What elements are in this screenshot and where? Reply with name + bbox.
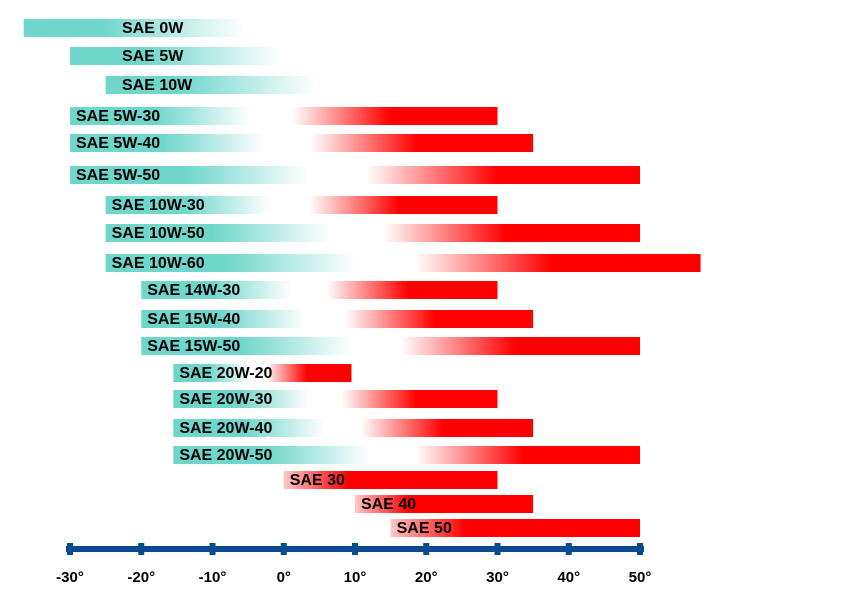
bar-label: SAE 15W-40 — [147, 311, 240, 328]
x-tick-label: -10° — [199, 569, 227, 586]
range-bar — [105, 196, 498, 214]
range-bar — [173, 446, 640, 464]
tick-mark — [637, 543, 643, 555]
range-bar — [105, 254, 701, 272]
x-tick-label: -30° — [56, 569, 84, 586]
range-bar — [70, 134, 534, 152]
x-tick-label: 20° — [415, 569, 438, 586]
range-bar — [141, 281, 498, 299]
x-tick-label: -20° — [127, 569, 155, 586]
tick-mark — [565, 543, 572, 555]
range-bar — [141, 337, 640, 355]
tick-mark — [423, 543, 430, 555]
bar-label: SAE 0W — [122, 20, 184, 37]
range-bar — [355, 495, 534, 513]
bar-label: SAE 40 — [361, 496, 416, 513]
bar-label: SAE 5W-40 — [76, 135, 160, 152]
bar-label: SAE 30 — [290, 472, 345, 489]
range-bar — [173, 390, 498, 408]
bar-label: SAE 5W — [122, 48, 184, 65]
x-tick-label: 50° — [629, 569, 652, 586]
bar-label: SAE 50 — [397, 520, 452, 537]
bar-label: SAE 5W-50 — [76, 167, 160, 184]
range-bar — [390, 519, 640, 537]
range-bar — [173, 419, 534, 437]
tick-mark — [352, 543, 358, 555]
bar-label: SAE 10W-30 — [112, 197, 205, 214]
bar-label: SAE 10W-50 — [112, 225, 205, 242]
tick-mark — [138, 543, 145, 555]
bar-label: SAE 5W-30 — [76, 108, 160, 125]
range-bar — [70, 47, 281, 65]
bar-label: SAE 20W-50 — [179, 447, 272, 464]
tick-mark — [67, 543, 73, 555]
tick-mark — [280, 543, 287, 555]
range-bar — [141, 310, 534, 328]
bar-label: SAE 10W — [122, 77, 193, 94]
range-bar — [70, 107, 498, 125]
x-tick-label: 0° — [277, 569, 291, 586]
bar-label: SAE 14W-30 — [147, 282, 240, 299]
x-tick-label: 30° — [486, 569, 509, 586]
bar-label: SAE 20W-40 — [179, 420, 272, 437]
tick-mark — [209, 543, 216, 555]
bar-label: SAE 20W-20 — [179, 365, 272, 382]
range-bar — [283, 471, 498, 489]
x-tick-label: 10° — [344, 569, 367, 586]
bar-label: SAE 15W-50 — [147, 338, 240, 355]
range-bar — [105, 224, 640, 242]
bar-label: SAE 20W-30 — [179, 391, 272, 408]
range-bar — [23, 19, 245, 37]
bar-label: SAE 10W-60 — [112, 255, 205, 272]
range-bar — [105, 76, 316, 94]
tick-mark — [494, 543, 501, 555]
range-bar — [173, 364, 352, 382]
range-bar — [70, 166, 640, 184]
x-tick-label: 40° — [557, 569, 580, 586]
